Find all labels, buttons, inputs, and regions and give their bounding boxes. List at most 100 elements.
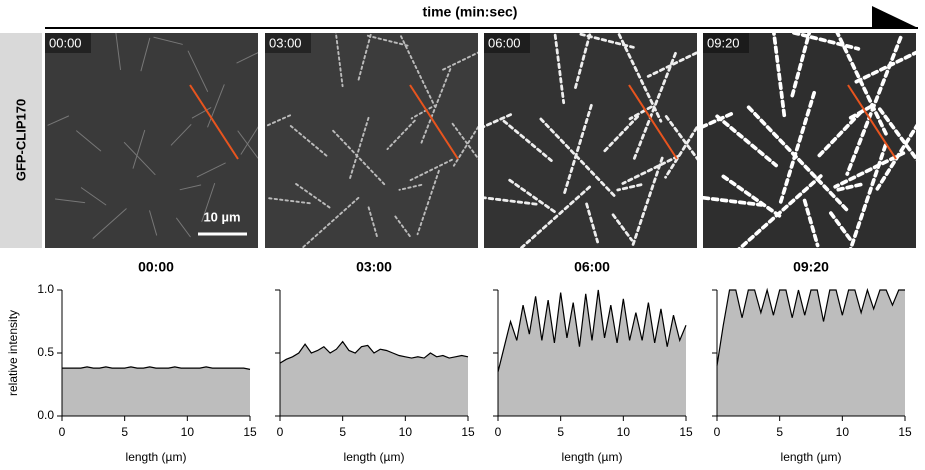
y-axis-label: relative intensity bbox=[6, 310, 20, 396]
filament bbox=[115, 33, 121, 71]
profile-line bbox=[497, 289, 687, 373]
filament bbox=[394, 215, 413, 240]
filament bbox=[484, 196, 538, 206]
filament bbox=[851, 50, 916, 86]
filament bbox=[664, 115, 697, 161]
filament bbox=[153, 36, 183, 45]
filament bbox=[715, 114, 778, 168]
y-tick-label: 0.0 bbox=[37, 408, 54, 422]
filament bbox=[452, 125, 478, 167]
filament bbox=[398, 183, 423, 191]
filament bbox=[265, 114, 292, 127]
tracked-filament bbox=[189, 84, 239, 160]
x-tick-label: 15 bbox=[461, 425, 475, 439]
filaments bbox=[484, 33, 697, 248]
x-axis-label: length (µm) bbox=[562, 450, 623, 464]
filament bbox=[47, 115, 70, 126]
filament bbox=[611, 213, 634, 242]
y-tick-label: 1.0 bbox=[37, 282, 54, 296]
filament bbox=[149, 210, 158, 236]
area bbox=[62, 366, 250, 416]
filament bbox=[585, 202, 600, 244]
chart-title: 06:00 bbox=[574, 259, 610, 275]
area bbox=[498, 290, 686, 416]
profile-line bbox=[279, 340, 469, 364]
image-label: GFP-CLIP170 bbox=[13, 99, 28, 181]
chart-title: 03:00 bbox=[356, 259, 392, 275]
label-band bbox=[0, 33, 42, 248]
filament bbox=[196, 162, 226, 178]
filament bbox=[737, 174, 823, 248]
filament bbox=[367, 206, 379, 240]
filament bbox=[295, 183, 333, 210]
filament bbox=[833, 151, 906, 189]
filament bbox=[357, 33, 373, 81]
x-tick-label: 10 bbox=[181, 425, 195, 439]
filament bbox=[451, 122, 478, 160]
filament bbox=[539, 117, 618, 200]
filament bbox=[289, 125, 328, 157]
stamp-bg bbox=[703, 33, 749, 53]
x-tick-label: 5 bbox=[121, 425, 128, 439]
filament bbox=[92, 208, 127, 239]
filament bbox=[772, 33, 787, 122]
filament bbox=[80, 187, 107, 206]
area bbox=[280, 341, 468, 416]
chart-title: 00:00 bbox=[138, 259, 174, 275]
filament bbox=[508, 178, 557, 214]
filament bbox=[420, 68, 452, 144]
x-tick-label: 5 bbox=[776, 425, 783, 439]
tracked-filament bbox=[628, 84, 678, 160]
x-tick-label: 10 bbox=[399, 425, 413, 439]
filament bbox=[616, 183, 643, 192]
filament bbox=[628, 105, 653, 121]
filament bbox=[236, 52, 258, 64]
filaments bbox=[703, 33, 916, 248]
timestamp: 00:00 bbox=[49, 35, 82, 50]
filament bbox=[834, 182, 863, 193]
area bbox=[717, 290, 905, 416]
filament bbox=[132, 129, 146, 169]
filament bbox=[179, 184, 202, 191]
x-tick-label: 10 bbox=[617, 425, 631, 439]
x-tick-label: 0 bbox=[714, 425, 721, 439]
filament bbox=[601, 115, 640, 155]
timestamp: 03:00 bbox=[269, 35, 302, 50]
filament bbox=[777, 90, 817, 208]
filament bbox=[792, 33, 861, 51]
x-tick-label: 15 bbox=[243, 425, 257, 439]
filament bbox=[366, 34, 410, 47]
image-panel bbox=[265, 33, 478, 248]
x-tick-label: 0 bbox=[59, 425, 66, 439]
filaments bbox=[47, 33, 258, 239]
filament bbox=[237, 130, 258, 159]
filament bbox=[835, 33, 889, 138]
x-tick-label: 15 bbox=[679, 425, 693, 439]
filaments bbox=[265, 33, 478, 248]
x-tick-label: 0 bbox=[495, 425, 502, 439]
filament bbox=[815, 110, 863, 159]
filament bbox=[746, 105, 849, 212]
scale-bar-label: 10 µm bbox=[203, 209, 240, 224]
profile-line bbox=[716, 287, 905, 366]
filament bbox=[176, 217, 191, 238]
filament bbox=[187, 50, 209, 92]
filament bbox=[442, 51, 478, 71]
tracked-filament bbox=[847, 84, 897, 160]
filament bbox=[201, 182, 216, 223]
filament bbox=[875, 123, 916, 191]
filament bbox=[268, 197, 312, 205]
filament bbox=[563, 103, 593, 195]
filament bbox=[300, 196, 360, 248]
filament bbox=[632, 51, 677, 160]
filament bbox=[400, 35, 436, 108]
filament bbox=[789, 33, 812, 100]
filament bbox=[664, 124, 697, 179]
filament bbox=[721, 174, 782, 218]
x-tick-label: 10 bbox=[836, 425, 850, 439]
filament bbox=[409, 158, 453, 182]
filament bbox=[646, 51, 697, 78]
filament bbox=[334, 33, 344, 88]
timestamp: 06:00 bbox=[488, 35, 521, 50]
